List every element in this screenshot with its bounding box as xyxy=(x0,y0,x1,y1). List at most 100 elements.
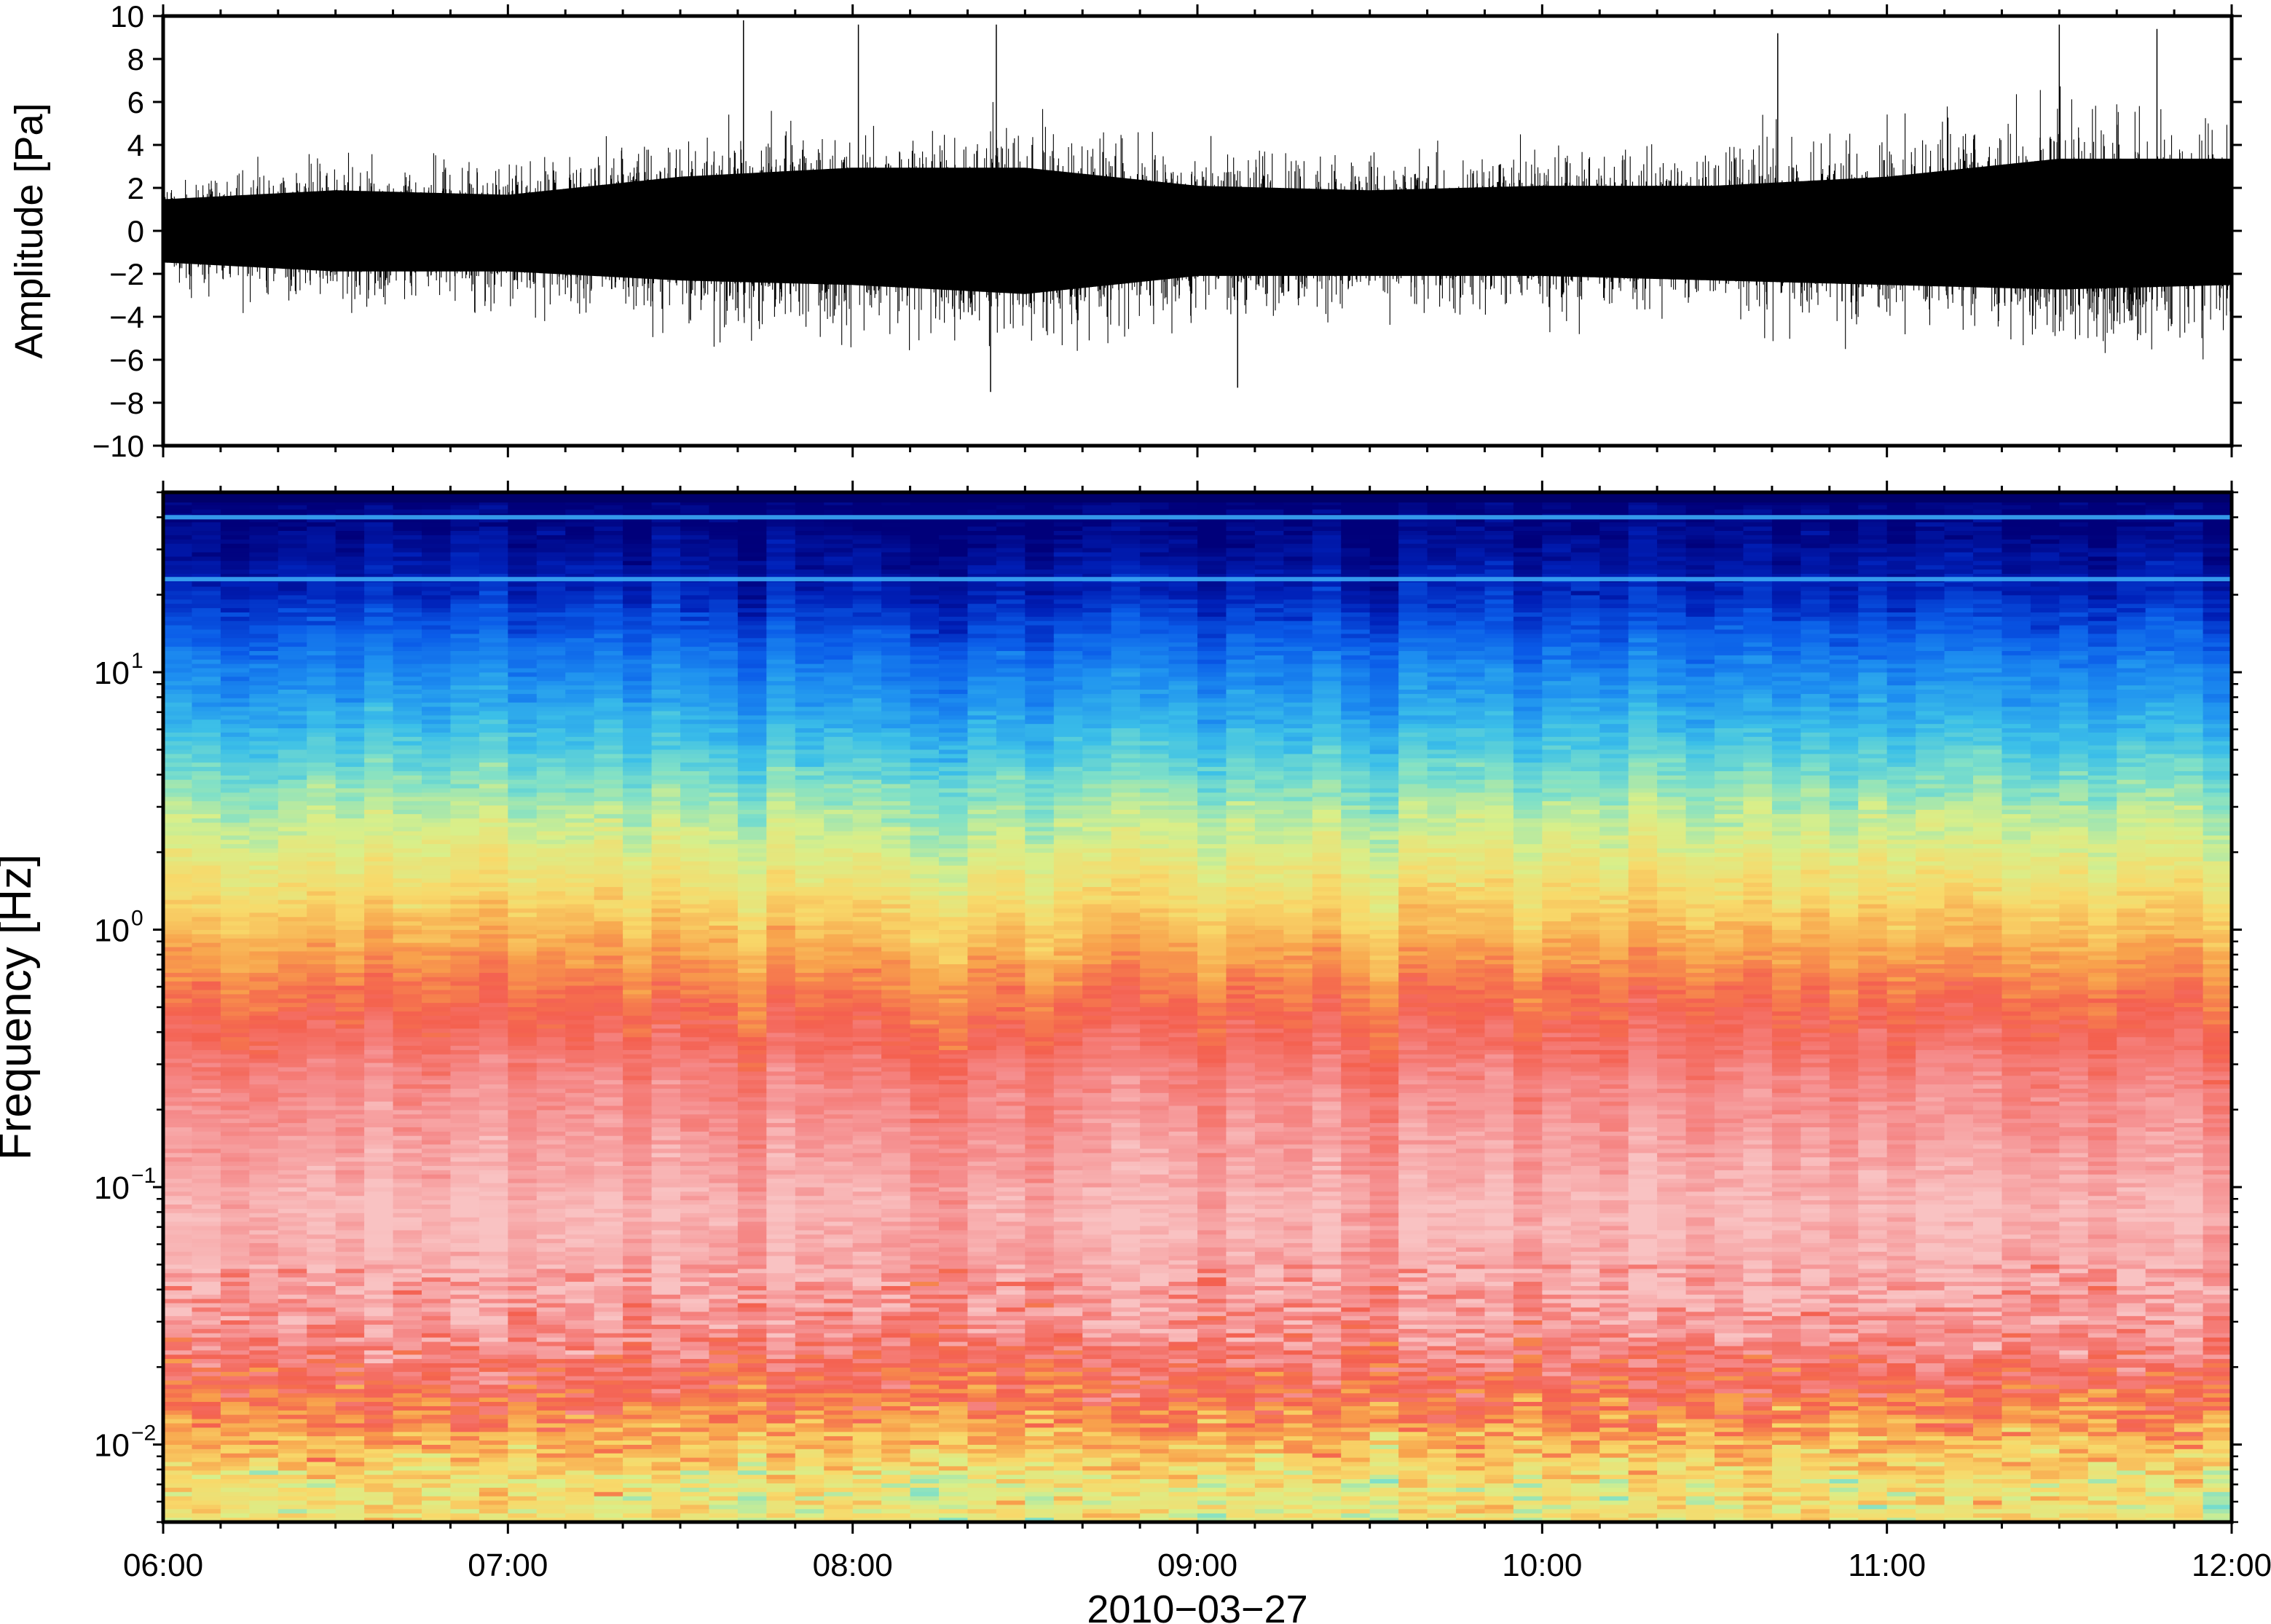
spectrogram-cell xyxy=(881,724,911,729)
spectrogram-cell xyxy=(651,531,681,536)
spectrogram-cell xyxy=(565,650,595,656)
spectrogram-cell xyxy=(1800,620,1830,626)
spectrogram-cell xyxy=(1226,685,1256,690)
spectrogram-cell xyxy=(1226,672,1256,678)
spectrogram-cell xyxy=(1886,604,1916,609)
spectrogram-cell xyxy=(1570,693,1601,699)
spectrogram-cell xyxy=(1628,690,1658,695)
spectrogram-cell xyxy=(220,518,251,524)
spectrogram-cell xyxy=(479,620,509,626)
spectrogram-cell xyxy=(2174,693,2204,699)
spectrogram-cell xyxy=(1111,754,1141,760)
spectrogram-cell xyxy=(2174,620,2204,626)
spectrogram-cell xyxy=(192,531,221,536)
spectrogram-cell xyxy=(1715,677,1744,682)
spectrogram-cell xyxy=(766,565,796,570)
spectrogram-cell xyxy=(220,693,251,699)
spectrogram-cell xyxy=(996,767,1026,772)
spectrogram-cell xyxy=(1111,608,1141,613)
spectrogram-cell xyxy=(393,634,422,639)
spectrogram-cell xyxy=(1886,522,1916,527)
spectrogram-cell xyxy=(1312,638,1342,644)
spectrogram-cell xyxy=(1542,604,1572,609)
spectrogram-cell xyxy=(565,500,595,506)
spectrogram-cell xyxy=(1111,741,1141,746)
spectrogram-cell xyxy=(1715,556,1744,562)
spectrogram-cell xyxy=(1025,685,1055,690)
spectrogram-cell xyxy=(680,711,710,717)
spectrogram-cell xyxy=(1168,745,1198,751)
spectrogram-cell xyxy=(536,663,567,669)
spectrogram-cell xyxy=(1283,569,1313,575)
spectrogram-cell xyxy=(220,706,251,712)
spectrogram-cell xyxy=(1254,625,1285,631)
spectrogram-cell xyxy=(1168,561,1198,566)
spectrogram-cell xyxy=(1140,749,1170,755)
spectrogram-cell xyxy=(1484,539,1514,545)
spectrogram-cell xyxy=(1858,650,1888,656)
spectrogram-cell xyxy=(766,539,796,545)
spectrogram-cell xyxy=(1283,681,1313,686)
spectrogram-cell xyxy=(335,561,365,566)
spectrogram-cell xyxy=(479,681,509,686)
spectrogram-cell xyxy=(1685,586,1715,592)
spectrogram-cell xyxy=(278,608,308,613)
spectrogram-cell xyxy=(795,634,825,639)
spectrogram-cell xyxy=(393,732,422,738)
spectrogram-cell xyxy=(1542,620,1572,626)
spectrogram-cell xyxy=(881,745,911,751)
spectrogram-cell xyxy=(536,775,567,781)
spectrogram-cell xyxy=(737,775,768,781)
spectrogram-cell xyxy=(393,702,422,708)
spectrogram-cell xyxy=(1685,693,1715,699)
spectrogram-cell xyxy=(2174,638,2204,644)
spectrogram-cell xyxy=(163,685,193,690)
spectrogram-cell xyxy=(1341,668,1371,674)
spectrogram-cell xyxy=(2002,531,2031,536)
spectrogram-cell xyxy=(1829,543,1859,549)
spectrogram-cell xyxy=(1599,767,1629,772)
spectrogram-cell xyxy=(1111,531,1141,536)
spectrogram-cell xyxy=(1168,535,1198,540)
spectrogram-cell xyxy=(1599,770,1629,776)
spectrogram-cell xyxy=(2030,608,2061,613)
spectrogram-cell xyxy=(594,650,623,656)
spectrogram-cell xyxy=(1053,591,1084,596)
spectrogram-cell xyxy=(278,638,308,644)
spectrogram-cell xyxy=(881,655,911,661)
spectrogram-cell xyxy=(2059,693,2089,699)
spectrogram-cell xyxy=(278,556,308,562)
spectrogram-cell xyxy=(1456,775,1486,781)
spectrogram-cell xyxy=(1800,531,1830,536)
spectrogram-cell xyxy=(1025,573,1055,579)
spectrogram-cell xyxy=(163,706,193,712)
spectrogram-cell xyxy=(2030,754,2061,760)
spectrogram-cell xyxy=(393,595,422,601)
spectrogram-cell xyxy=(1226,779,1256,785)
spectrogram-cell xyxy=(1111,724,1141,729)
spectrogram-cell xyxy=(1599,736,1629,742)
spectrogram-cell xyxy=(1398,720,1428,725)
spectrogram-cell xyxy=(1369,548,1399,553)
spectrogram-cell xyxy=(479,728,509,733)
spectrogram-cell xyxy=(2145,745,2175,751)
spectrogram-cell xyxy=(163,608,193,613)
spectrogram-cell xyxy=(1973,770,2003,776)
spectrogram-cell xyxy=(766,668,796,674)
spectrogram-cell xyxy=(910,539,940,545)
spectrogram-cell xyxy=(1628,647,1658,652)
spectrogram-cell xyxy=(335,702,365,708)
spectrogram-cell xyxy=(651,728,681,733)
spectrogram-cell xyxy=(1800,569,1830,575)
spectrogram-cell xyxy=(393,539,422,545)
spectrogram-cell xyxy=(1973,711,2003,717)
spectrogram-cell xyxy=(910,625,940,631)
spectrogram-cell xyxy=(1886,527,1916,532)
spectrogram-cell xyxy=(2117,608,2146,613)
spectrogram-cell xyxy=(2203,736,2232,742)
spectrogram-cell xyxy=(1082,770,1112,776)
spectrogram-cell xyxy=(1944,573,1974,579)
spectrogram-cell xyxy=(1197,706,1227,712)
spectrogram-cell xyxy=(1312,677,1342,682)
spectrogram-cell xyxy=(1312,625,1342,631)
